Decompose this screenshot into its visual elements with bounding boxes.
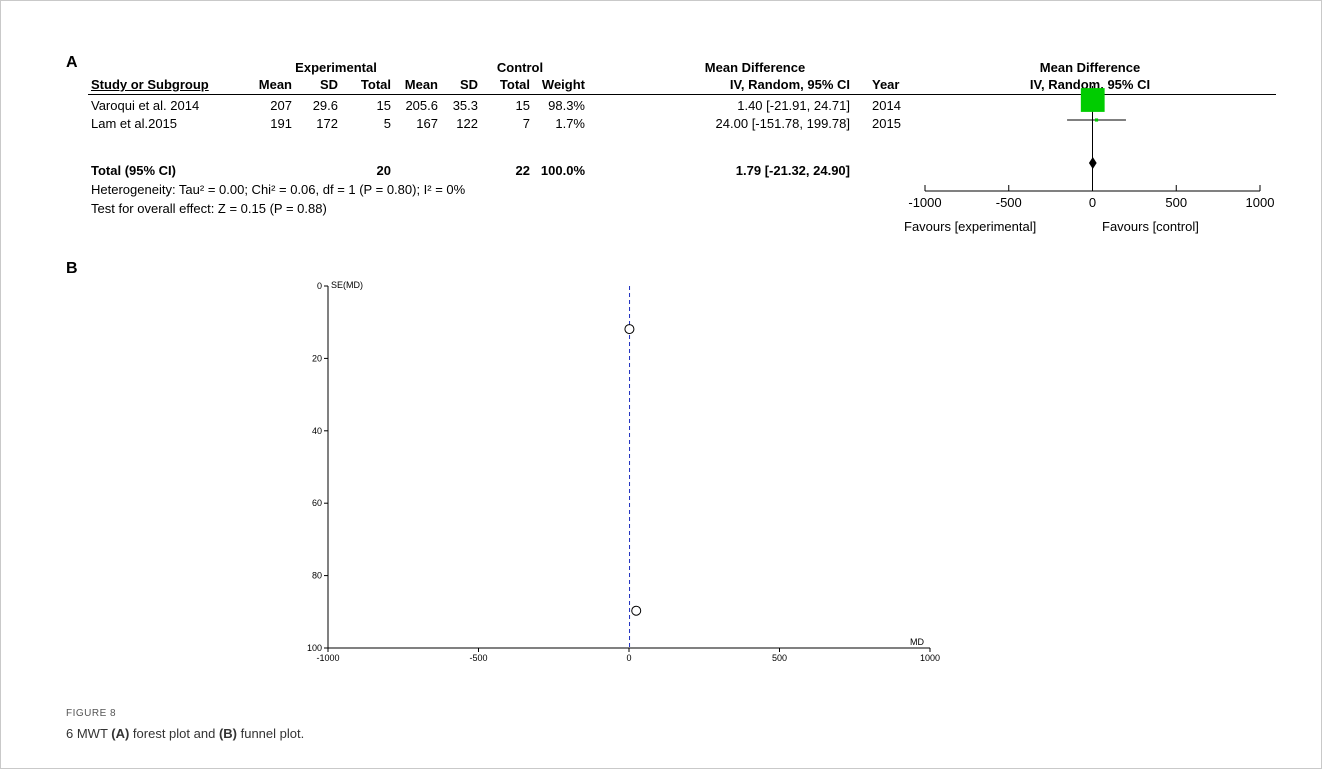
total-total2: 22 [515, 163, 530, 178]
row2-weight: 1.7% [555, 116, 585, 131]
forest-study-box [1094, 118, 1099, 122]
row1-sd2: 35.3 [452, 98, 478, 113]
row2-mean1: 191 [270, 116, 292, 131]
overall-effect-text: Test for overall effect: Z = 0.15 (P = 0… [91, 201, 327, 216]
forest-x-tick-label: -1000 [908, 195, 941, 210]
row2-study: Lam et al.2015 [91, 116, 178, 131]
row2-sd1: 172 [316, 116, 338, 131]
forest-x-tick-label: -500 [996, 195, 1022, 210]
funnel-x-tick-label: -1000 [316, 653, 339, 663]
row1-weight: 98.3% [548, 98, 585, 113]
funnel-y-tick-label: 20 [312, 353, 322, 363]
md-left-header: Mean Difference [704, 60, 806, 75]
favours-experimental-label: Favours [experimental] [904, 219, 1037, 234]
col-total1: Total [360, 77, 391, 92]
forest-plot: -1000 -500 0 500 1000 [908, 86, 1275, 210]
funnel-y-tick-label: 80 [312, 571, 322, 581]
funnel-plot: 0 20 40 60 80 100-1000 -500 0 500 1000 SE(MD) MD [307, 280, 940, 663]
funnel-x-tick-label: 500 [772, 653, 787, 663]
funnel-study-point [631, 605, 642, 616]
total-label: Total (95% CI) [91, 163, 176, 178]
funnel-x-axis-label: MD [910, 637, 924, 647]
heterogeneity-text: Heterogeneity: Tau² = 0.00; Chi² = 0.06,… [91, 182, 466, 197]
row1-total2: 15 [515, 98, 530, 113]
funnel-y-tick-label: 40 [312, 426, 322, 436]
funnel-x-tick-label: 1000 [920, 653, 940, 663]
col-mean1: Mean [258, 77, 292, 92]
col-year: Year [872, 77, 900, 92]
col-ci: IV, Random, 95% CI [729, 77, 850, 92]
caption-middle: forest plot and [129, 726, 219, 741]
row1-mean1: 207 [270, 98, 292, 113]
funnel-study-point [624, 324, 635, 335]
row2-year: 2015 [872, 116, 901, 131]
forest-study-box [1080, 88, 1105, 112]
row2-ci: 24.00 [-151.78, 199.78] [715, 116, 850, 131]
funnel-y-tick-label: 100 [307, 643, 322, 653]
figure-label: FIGURE 8 [66, 708, 117, 719]
row1-year: 2014 [872, 98, 901, 113]
row2-total1: 5 [383, 116, 391, 131]
funnel-x-tick-label: -500 [469, 653, 487, 663]
forest-x-tick-label: 1000 [1246, 195, 1275, 210]
col-sd1: SD [319, 77, 338, 92]
panel-a-letter: A [66, 54, 78, 71]
row2-mean2: 167 [416, 116, 438, 131]
caption-suffix: funnel plot. [236, 726, 305, 741]
caption-b-marker: (B) [218, 726, 237, 741]
col-total2: Total [499, 77, 530, 92]
col-weight: Weight [541, 77, 585, 92]
funnel-y-tick-label: 0 [317, 281, 322, 291]
total-weight: 100.0% [540, 163, 585, 178]
md-right-header: Mean Difference [1039, 60, 1141, 75]
col-study: Study or Subgroup [91, 77, 209, 92]
experimental-group-header: Experimental [295, 60, 377, 75]
row1-ci: 1.40 [-21.91, 24.71] [737, 98, 850, 113]
caption-a-marker: (A) [111, 726, 130, 741]
col-mean2: Mean [404, 77, 438, 92]
funnel-x-tick-label: 0 [626, 653, 631, 663]
forest-x-tick-label: 0 [1089, 195, 1096, 210]
total-ci: 1.79 [-21.32, 24.90] [735, 163, 850, 178]
forest-pooled-diamond [1088, 157, 1097, 169]
row2-total2: 7 [522, 116, 530, 131]
row1-total1: 15 [376, 98, 391, 113]
funnel-y-axis-label: SE(MD) [331, 280, 363, 290]
panel-b-letter: B [66, 260, 78, 277]
row1-study: Varoqui et al. 2014 [91, 98, 200, 113]
col-ci-right: IV, Random, 95% CI [1029, 77, 1151, 92]
total-total1: 20 [376, 163, 391, 178]
funnel-y-tick-label: 60 [312, 498, 322, 508]
caption-prefix: 6 MWT [66, 726, 112, 741]
header-rule [88, 94, 1276, 95]
favours-control-label: Favours [control] [1102, 219, 1199, 234]
figure-caption: 6 MWT (A) forest plot and (B) funnel plo… [66, 726, 304, 741]
forest-x-tick-label: 500 [1165, 195, 1187, 210]
row1-mean2: 205.6 [405, 98, 438, 113]
row2-sd2: 122 [456, 116, 478, 131]
control-group-header: Control [496, 60, 544, 75]
col-sd2: SD [459, 77, 478, 92]
row1-sd1: 29.6 [312, 98, 338, 113]
